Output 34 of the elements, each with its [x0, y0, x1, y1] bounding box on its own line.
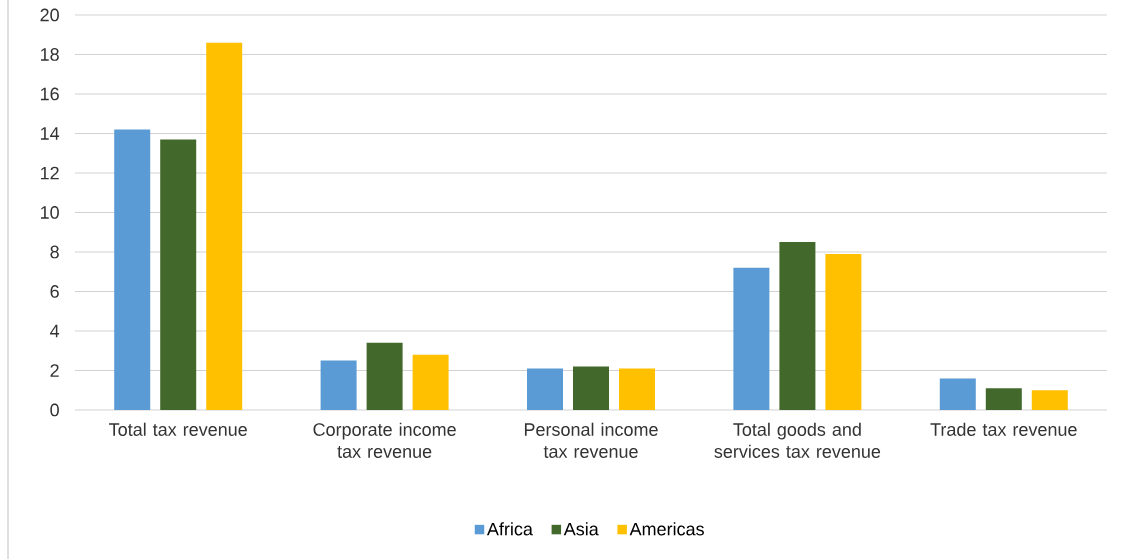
- bar: [366, 342, 403, 410]
- bar: [114, 129, 151, 410]
- bar: [573, 366, 609, 410]
- x-tick-label: Total tax revenue: [109, 422, 247, 436]
- bar: [779, 242, 816, 410]
- bar: [619, 368, 655, 410]
- bar: [206, 42, 243, 410]
- y-tick-label: 16: [40, 87, 59, 101]
- y-tick-label: 6: [50, 285, 59, 298]
- y-tick-label: 12: [40, 166, 59, 180]
- y-tick-label: 10: [40, 206, 59, 219]
- x-tick-label: Trade tax revenue: [930, 422, 1077, 436]
- y-tick-label: 8: [50, 245, 59, 259]
- y-tick-label: 0: [50, 403, 59, 417]
- bar: [733, 267, 770, 410]
- bar: [412, 354, 449, 410]
- y-tick-label: 4: [50, 324, 60, 338]
- legend-label: Asia: [563, 522, 599, 536]
- y-tick-label: 2: [50, 364, 59, 377]
- y-tick-label: 14: [40, 127, 60, 140]
- bar: [1031, 390, 1068, 410]
- bar: [160, 139, 197, 410]
- y-tick-label: 18: [40, 48, 59, 61]
- bar: [527, 368, 563, 410]
- bar: [320, 360, 357, 410]
- bar: [825, 253, 862, 410]
- x-tick-label: Total goods and services tax revenue: [714, 422, 881, 458]
- bar: [985, 388, 1022, 410]
- legend-label: Americas: [629, 522, 704, 536]
- legend-label: Africa: [486, 522, 533, 536]
- x-tick-label: Personal income tax revenue: [524, 422, 658, 458]
- x-tick-label: Corporate income tax revenue: [313, 422, 456, 458]
- bar: [939, 378, 976, 410]
- y-tick-label: 20: [40, 8, 59, 22]
